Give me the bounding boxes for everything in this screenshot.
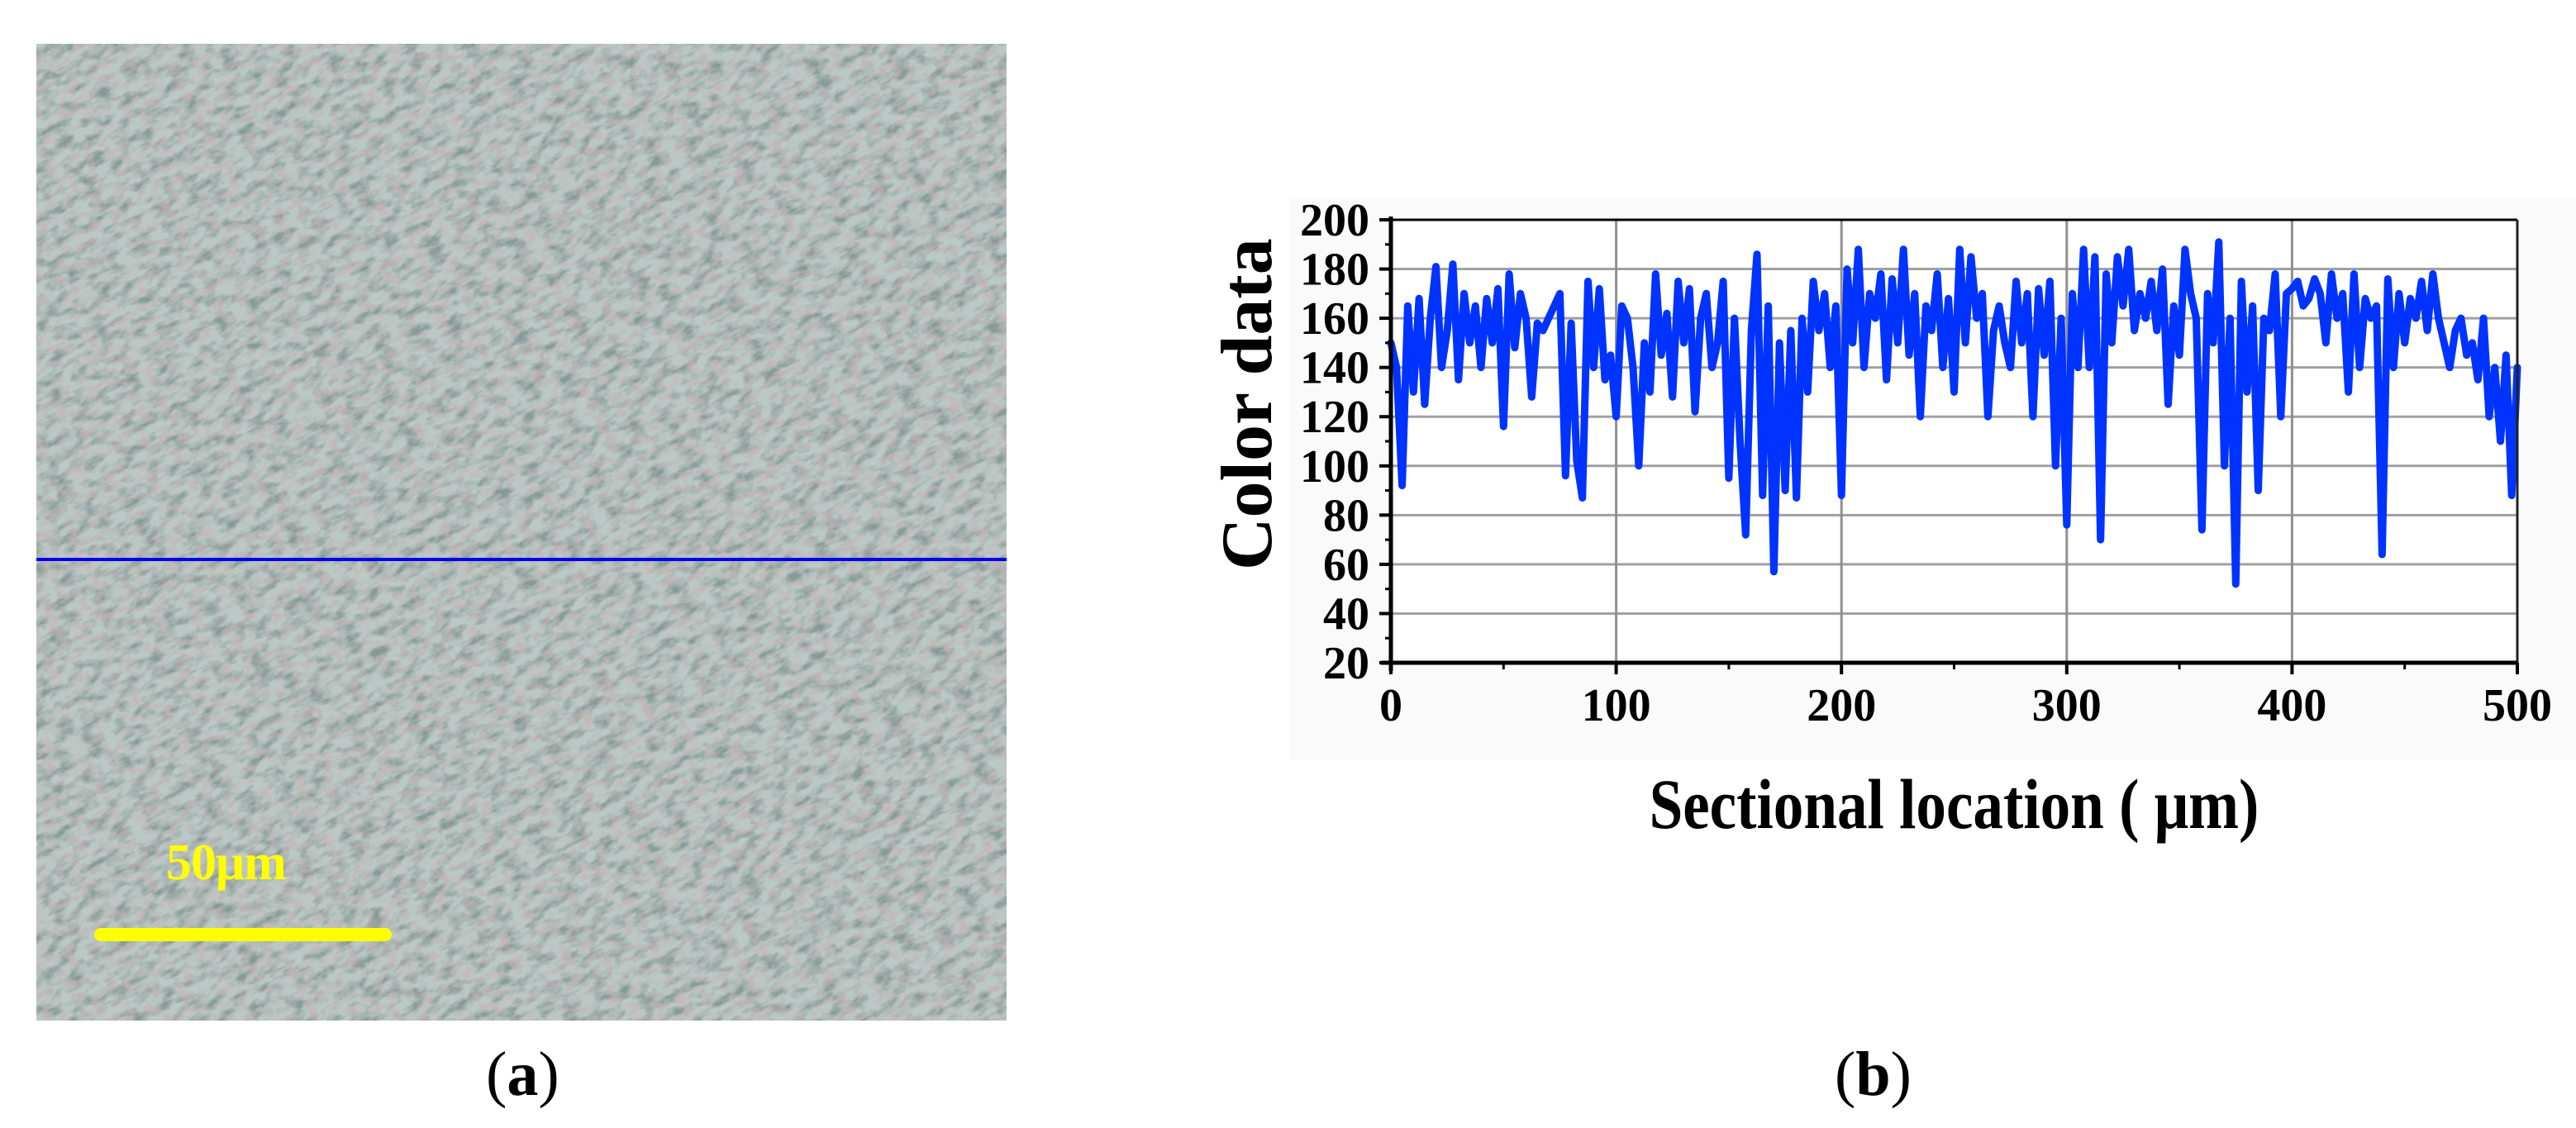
svg-text:300: 300: [2032, 680, 2102, 731]
caption-paren-open: (: [486, 1040, 507, 1109]
svg-text:20: 20: [1323, 638, 1369, 689]
chart-series: [1387, 238, 2521, 588]
profile-line: [36, 558, 1007, 561]
scale-bar: [94, 928, 392, 941]
y-axis-label: Color data: [1207, 238, 1288, 570]
svg-text:80: 80: [1323, 490, 1369, 541]
caption-paren-open: (: [1835, 1040, 1856, 1109]
svg-text:60: 60: [1323, 540, 1369, 591]
svg-text:400: 400: [2257, 680, 2326, 731]
micrograph-image: [36, 44, 1007, 1021]
svg-text:40: 40: [1323, 588, 1369, 640]
svg-text:140: 140: [1300, 343, 1369, 394]
svg-text:120: 120: [1300, 392, 1369, 443]
svg-text:100: 100: [1582, 680, 1651, 731]
chart-axes: [1379, 217, 2519, 674]
caption-paren-close: ): [538, 1040, 559, 1109]
caption-letter: b: [1855, 1040, 1891, 1109]
micrograph-panel: 50μm: [36, 44, 1007, 1021]
x-axis-label: Sectional location ( μm): [1649, 764, 2259, 844]
caption-paren-close: ): [1890, 1040, 1912, 1109]
panel-caption-a: (a): [486, 1043, 559, 1106]
svg-text:500: 500: [2483, 680, 2552, 731]
caption-letter: a: [507, 1040, 539, 1109]
svg-text:100: 100: [1300, 441, 1369, 493]
chart-grid: [1391, 218, 2517, 663]
scale-bar-label: 50μm: [166, 835, 287, 891]
svg-text:200: 200: [1300, 195, 1369, 246]
svg-text:160: 160: [1300, 293, 1369, 345]
svg-text:0: 0: [1379, 680, 1402, 731]
svg-text:180: 180: [1300, 245, 1369, 296]
svg-text:200: 200: [1807, 680, 1876, 731]
panel-caption-b: (b): [1835, 1043, 1912, 1106]
